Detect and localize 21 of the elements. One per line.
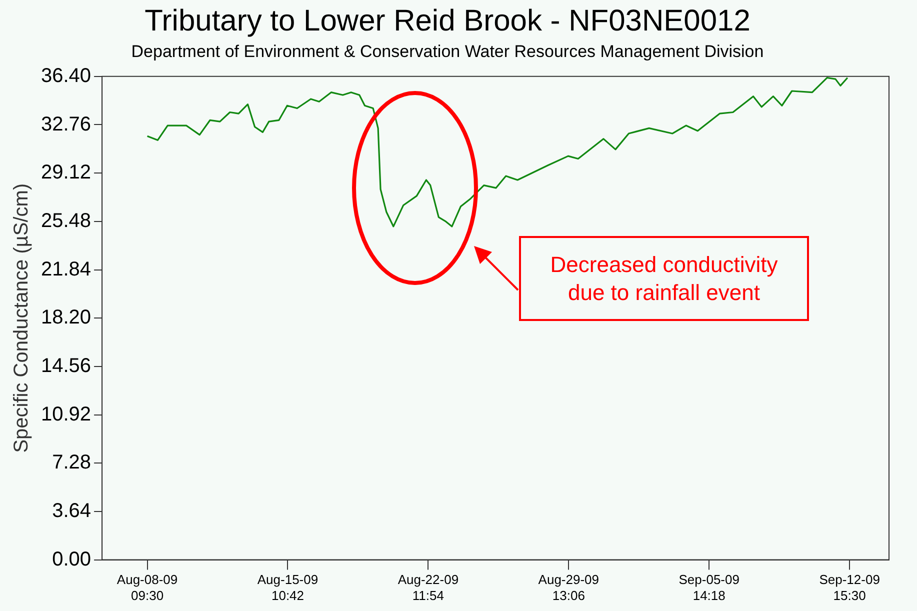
y-tick-label: 18.20 xyxy=(40,306,92,329)
y-tick-label: 10.92 xyxy=(40,403,92,426)
y-axis-title: Specific Conductance (µS/cm) xyxy=(10,183,33,453)
x-tick-label: Sep-12-09 15:30 xyxy=(819,572,880,603)
y-tick-label: 21.84 xyxy=(40,258,92,280)
y-tick-label: 36.40 xyxy=(40,64,92,87)
x-tick-label: Aug-29-09 13:06 xyxy=(538,572,600,603)
x-tick-label: Aug-22-09 11:54 xyxy=(398,572,459,603)
y-tick-label: 32.76 xyxy=(40,113,92,136)
annotation: Decreased conductivity due to rainfall event xyxy=(519,236,809,321)
y-tick-label: 7.28 xyxy=(52,452,92,474)
x-tick-label: Aug-15-09 10:42 xyxy=(257,572,318,603)
y-tick-label: 3.64 xyxy=(52,500,92,522)
chart-subtitle: Department of Environment & Conservation Water Resources Management Division xyxy=(131,42,764,61)
chart-title: Tributary to Lower Reid Brook - NF03NE0012 xyxy=(144,4,750,38)
y-tick-label: 0.00 xyxy=(52,548,92,570)
y-tick-label: 29.12 xyxy=(40,162,92,184)
y-tick-label: 25.48 xyxy=(40,210,92,232)
x-tick-label: Sep-05-09 14:18 xyxy=(678,572,740,603)
y-tick-label: 14.56 xyxy=(40,354,92,377)
x-tick-label: Aug-08-09 09:30 xyxy=(116,572,178,603)
